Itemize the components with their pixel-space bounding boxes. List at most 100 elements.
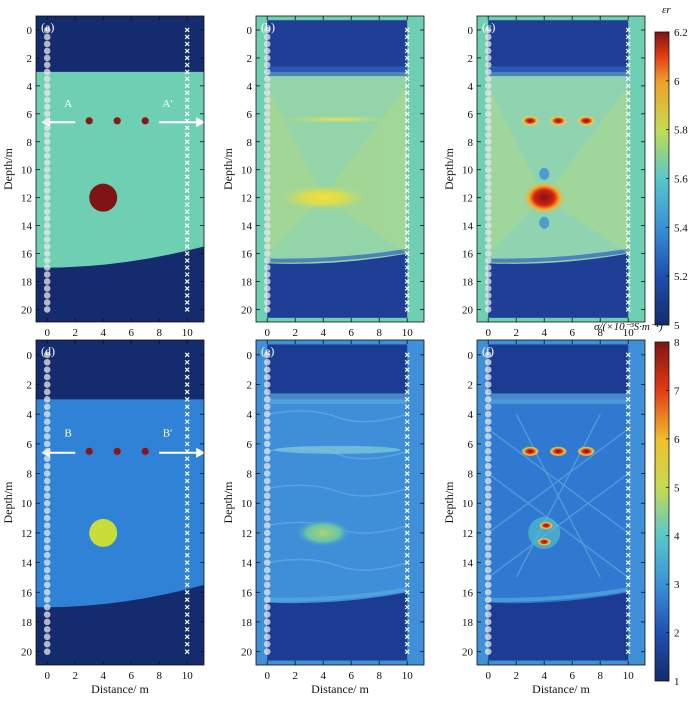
receiver-mark [404, 649, 410, 655]
source-point [43, 47, 51, 55]
receiver-mark [625, 404, 631, 410]
receiver-mark [404, 612, 410, 617]
receiver-mark [404, 279, 410, 284]
receiver-mark [184, 649, 190, 655]
x-axis-label: Distance/ m [532, 682, 590, 696]
receiver-mark [625, 146, 631, 152]
smear-left [267, 85, 324, 254]
x-tick-label: 6 [569, 670, 575, 682]
x-tick-label: 2 [513, 670, 519, 682]
source-point [484, 222, 492, 229]
source-point [484, 264, 492, 271]
receiver-mark [184, 604, 190, 610]
recovered-dot-1 [521, 115, 540, 126]
receiver-mark [404, 634, 410, 640]
x-tick-label: 8 [156, 670, 162, 682]
receiver-mark [184, 352, 190, 358]
receiver-mark [184, 463, 190, 469]
upper-boundary-band [267, 66, 408, 77]
source-point [263, 68, 271, 76]
section-label-right: A′ [162, 98, 172, 110]
receiver-mark [625, 167, 631, 173]
source-point [484, 581, 492, 589]
receiver-mark [404, 251, 410, 256]
artefact-ray-6 [515, 413, 601, 578]
source-point [484, 559, 492, 566]
source-array [484, 351, 492, 655]
receiver-mark [184, 612, 190, 617]
recovered-disk [295, 518, 352, 547]
source-point [263, 618, 271, 626]
source-point [43, 208, 51, 215]
receiver-mark [184, 359, 190, 365]
receiver-mark [184, 209, 190, 215]
receiver-mark [184, 374, 190, 380]
source-point [43, 89, 51, 97]
source-point [263, 566, 271, 574]
receiver-mark [184, 34, 190, 40]
source-point [484, 462, 492, 470]
receiver-mark [625, 55, 631, 61]
y-tick-label: 16 [21, 249, 33, 261]
receiver-mark [404, 76, 410, 82]
receiver-mark [404, 589, 410, 595]
receiver-mark [404, 216, 410, 222]
source-point [484, 403, 492, 411]
x-tick-label: 2 [72, 670, 78, 682]
receiver-mark [184, 167, 190, 173]
receiver-mark [625, 597, 631, 603]
receiver-mark [184, 456, 190, 462]
source-point [43, 187, 51, 194]
receiver-mark [184, 396, 190, 402]
x-tick-label: 2 [72, 327, 78, 339]
receiver-mark [184, 251, 190, 256]
y-tick-label: 18 [462, 617, 474, 629]
receiver-mark [625, 34, 631, 40]
y-tick-label: 14 [241, 221, 253, 233]
receiver-mark [404, 604, 410, 610]
source-point [263, 243, 271, 250]
section-label-right: B′ [163, 427, 173, 439]
receiver-mark [184, 153, 190, 159]
receiver-mark [625, 90, 631, 96]
receiver-mark [404, 478, 410, 484]
source-point [43, 492, 51, 500]
panel-e-image [256, 340, 424, 665]
source-point [263, 440, 271, 448]
recovered-dot-2 [549, 115, 568, 126]
x-tick-label: 10 [402, 670, 414, 682]
receiver-mark [184, 567, 190, 573]
source-point [484, 373, 492, 381]
y-tick-label: 6 [247, 439, 253, 451]
receiver-mark [184, 258, 190, 263]
receiver-mark [404, 434, 410, 439]
colorbar-sigma-tick-label: 1 [674, 676, 680, 688]
receiver-mark [625, 500, 631, 506]
source-point [43, 366, 51, 373]
panel-label: (a) [41, 20, 54, 34]
receiver-mark [625, 265, 631, 270]
source-point [484, 418, 492, 425]
receiver-mark [625, 448, 631, 454]
receiver-mark [184, 307, 190, 312]
source-point [43, 54, 51, 62]
source-point [484, 388, 492, 396]
source-point [484, 381, 492, 388]
receiver-mark [404, 463, 410, 469]
source-point [43, 640, 51, 648]
source-point [484, 68, 492, 76]
receiver-mark [625, 230, 631, 235]
x-tick-label: 4 [320, 670, 326, 682]
source-point [484, 131, 492, 139]
recovered-layer [267, 399, 408, 604]
source-point [43, 529, 51, 537]
source-point [263, 633, 271, 641]
receiver-mark [625, 419, 631, 425]
receiver-mark [184, 515, 190, 521]
recovered-disk-lobe-bottom [539, 216, 550, 229]
receiver-mark [625, 352, 631, 358]
source-point [263, 410, 271, 418]
smear-right [544, 85, 629, 254]
source-point [484, 551, 492, 559]
